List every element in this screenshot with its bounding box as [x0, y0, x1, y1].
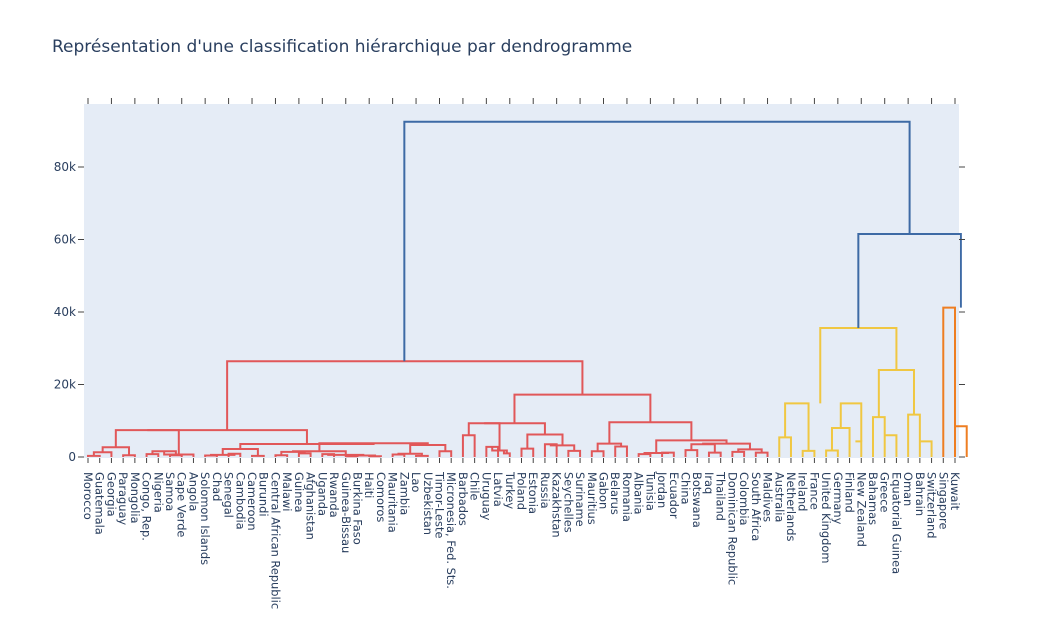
dendrogram-link [484, 422, 546, 435]
leaf-label: Cambodia [233, 472, 247, 530]
leaf-label: Australia [772, 472, 786, 522]
leaf-label: China [679, 472, 693, 505]
leaf-label: Solomon Islands [198, 472, 212, 565]
dendrogram-links [87, 120, 968, 458]
leaf-label: Ireland [796, 472, 810, 511]
leaf-label: Romania [620, 472, 634, 522]
chart-title: Représentation d'une classification hiér… [52, 37, 632, 57]
leaf-label: Equatorial Guinea [889, 472, 903, 574]
y-tick-label: 0 [68, 450, 76, 464]
leaf-label: Rwanda [327, 472, 341, 518]
leaf-label: Suriname [573, 472, 587, 527]
leaf-label: Cape Verde [175, 472, 189, 537]
leaf-label: Senegal [222, 472, 236, 518]
leaf-label: Gabon [597, 472, 611, 509]
leaf-label: Uganda [315, 472, 329, 516]
leaf-label: Chad [210, 472, 224, 501]
leaf-label: Mauritius [585, 472, 599, 525]
leaf-label: Central African Republic [268, 472, 282, 609]
leaf-label: United Kingdom [819, 472, 833, 563]
y-axis: 0 20k 40k 60k 80k [54, 160, 965, 464]
leaf-label: Ecuador [667, 472, 681, 519]
leaf-label: Barbados [456, 472, 470, 526]
leaf-label: Colombia [737, 472, 751, 526]
leaf-label: Seychelles [561, 472, 575, 533]
leaf-label: Latvia [491, 472, 505, 507]
dendrogram-link [784, 402, 810, 451]
leaf-label: Guatemala [93, 472, 107, 535]
plot-area [84, 104, 959, 458]
leaf-label: Paraguay [116, 472, 130, 525]
leaf-label: Oman [901, 472, 915, 506]
dendrogram-link [942, 306, 956, 457]
leaf-label: Belarus [608, 472, 622, 515]
leaf-label: South Africa [749, 472, 763, 541]
leaf-label: Lao [409, 472, 423, 492]
leaf-label: Poland [515, 472, 529, 510]
leaf-label: Guinea-Bissau [339, 472, 353, 553]
y-tick-label: 20k [54, 378, 76, 392]
leaf-label: Switzerland [925, 472, 939, 538]
leaf-label: Netherlands [784, 472, 798, 541]
leaf-label: Bahamas [866, 472, 880, 525]
dendrogram-link [251, 454, 265, 457]
leaf-label: Greece [878, 472, 892, 513]
leaf-label: Iraq [702, 472, 716, 494]
leaf-label: Haiti [362, 472, 376, 498]
leaf-label: Thailand [714, 471, 728, 521]
leaf-label: Russia [538, 472, 552, 509]
leaf-label: Kazakhstan [550, 472, 564, 538]
leaf-label: Botswana [690, 472, 704, 528]
leaf-label: Bahrain [913, 472, 927, 516]
leaf-label: Germany [831, 472, 845, 525]
leaf-label: Samoa [163, 472, 177, 511]
leaf-label: Turkey [503, 471, 517, 509]
leaf-label: Morocco [81, 472, 95, 520]
leaf-label: Cameroon [245, 472, 259, 531]
leaf-label: Nigeria [151, 472, 165, 513]
dendrogram-link [403, 120, 911, 362]
leaf-label: Malawi [280, 472, 294, 511]
leaf-label: Tunisia [643, 471, 657, 511]
leaf-label: Chile [468, 472, 482, 501]
leaf-label: Guinea [292, 472, 306, 512]
y-tick-label: 40k [54, 305, 76, 319]
leaf-label: Mongolia [128, 472, 142, 524]
leaf-label: Uzbekistan [421, 472, 435, 535]
leaf-label: Singapore [936, 472, 950, 529]
leaf-label: Maldives [761, 472, 775, 522]
dendrogram-link [87, 454, 101, 457]
leaf-label: Timor-Leste [432, 471, 446, 538]
leaf-label: Jordan [655, 471, 669, 508]
leaf-label: Estonia [526, 472, 540, 514]
leaf-label: Finland [843, 472, 857, 513]
leaf-label: New Zealand [854, 472, 868, 547]
leaf-label: Afghanistan [304, 472, 318, 540]
leaf-label: Uruguay [479, 472, 493, 521]
leaf-label: France [807, 472, 821, 510]
x-axis: MoroccoGuatemalaGeorgiaParaguayMongoliaC… [81, 458, 962, 609]
leaf-label: Micronesia, Fed. Sts. [444, 472, 458, 589]
leaf-label: Kuwait [948, 472, 962, 511]
axis-ticks [87, 98, 956, 104]
leaf-label: Georgia [104, 472, 118, 517]
leaf-label: Dominican Republic [725, 472, 739, 585]
dendrogram-link [415, 454, 429, 457]
leaf-label: Mauritania [386, 472, 400, 533]
y-tick-label: 80k [54, 160, 76, 174]
leaf-label: Angola [186, 472, 200, 511]
dendrogram-link [839, 402, 863, 442]
y-tick-label: 60k [54, 233, 76, 247]
dendrogram-link [147, 429, 308, 444]
leaf-label: Zambia [397, 472, 411, 515]
leaf-label: Burkina Faso [350, 472, 364, 545]
leaf-label: Congo, Rep. [140, 472, 154, 541]
leaf-label: Burundi [257, 472, 271, 517]
dendrogram-link [919, 440, 933, 457]
dendrogram-link [955, 425, 968, 457]
leaf-label: Albania [632, 472, 646, 515]
leaf-label: Comoros [374, 472, 388, 522]
dendrogram-link [884, 434, 898, 457]
